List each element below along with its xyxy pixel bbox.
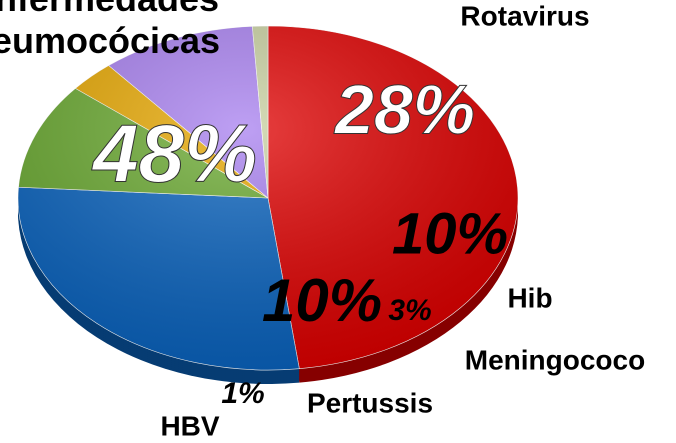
category-label: Pertussis: [307, 387, 433, 418]
value-label: 1%: [221, 377, 264, 410]
value-label: 28%: [333, 70, 475, 148]
category-label: Enfermedades neumocócicas: [0, 0, 221, 61]
category-label: Rotavirus: [460, 0, 589, 31]
value-label: 10%: [262, 267, 382, 334]
value-label: 3%: [388, 294, 431, 327]
value-label: 10%: [392, 201, 508, 266]
category-label: Hib: [507, 282, 552, 313]
category-label: HBV: [160, 410, 219, 441]
slice: [17, 186, 300, 371]
category-label: Meningococo: [465, 344, 645, 375]
value-label: 48%: [91, 109, 257, 200]
